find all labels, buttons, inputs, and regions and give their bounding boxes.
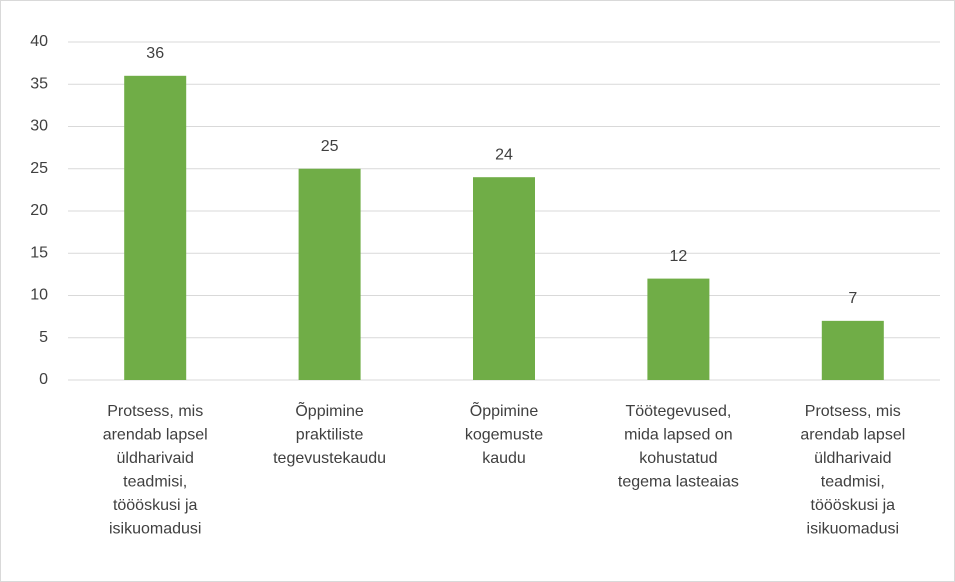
y-tick-label: 0 <box>39 371 48 388</box>
bar <box>647 278 710 380</box>
x-tick-label: Protsess, mis arendab lapsel üldharivaid te… <box>103 403 208 538</box>
x-tick-label: Õppimine kogemuste kaudu <box>465 400 543 467</box>
data-label: 25 <box>321 138 339 155</box>
bar <box>821 320 884 380</box>
bar <box>473 177 535 380</box>
y-tick-label: 10 <box>30 287 48 304</box>
bar <box>124 75 187 381</box>
data-label: 36 <box>146 45 164 62</box>
y-tick-label: 35 <box>30 75 48 92</box>
data-label: 7 <box>848 290 857 307</box>
data-label: 24 <box>495 146 513 163</box>
y-tick-label: 40 <box>30 33 48 50</box>
x-tick-label: Töötegevused, mida lapsed on kohustatud teg… <box>618 403 739 491</box>
data-label: 12 <box>670 248 688 265</box>
y-tick-label: 25 <box>30 160 48 177</box>
y-tick-label: 15 <box>30 244 48 261</box>
y-tick-label: 20 <box>30 202 48 219</box>
y-tick-label: 5 <box>39 329 48 346</box>
bar <box>298 168 361 380</box>
x-tick-label: Protsess, mis arendab lapsel üldharivaid te… <box>800 403 905 538</box>
y-tick-label: 30 <box>30 118 48 135</box>
x-tick-label: Õppimine praktiliste tegevustekaudu <box>273 400 386 467</box>
